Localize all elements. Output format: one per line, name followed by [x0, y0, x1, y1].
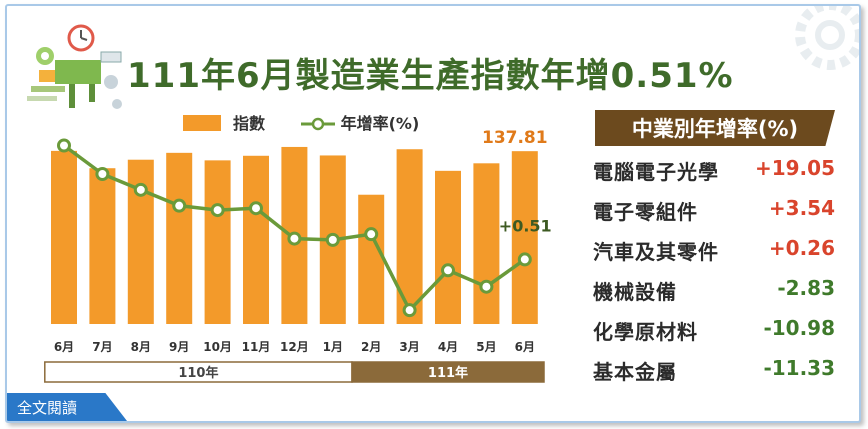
chart-legend: 指數 年增率(%): [183, 110, 419, 134]
year-group-box: [351, 361, 545, 383]
bar: [396, 149, 423, 324]
x-tick-label: 2月: [361, 340, 381, 354]
x-tick-label: 6月: [515, 340, 535, 354]
year-group-label: 111年: [428, 365, 468, 381]
growth-point: [517, 252, 532, 267]
last-bar-value-label: 137.81: [482, 128, 548, 148]
bar: [511, 151, 538, 324]
x-tick-label: 12月: [280, 340, 309, 354]
growth-point: [441, 263, 455, 278]
growth-point: [172, 198, 187, 213]
legend-bar-label: 指數: [233, 114, 266, 133]
bar: [89, 168, 116, 324]
x-tick-label: 9月: [169, 340, 189, 354]
growth-point: [210, 203, 225, 218]
bar: [166, 152, 193, 324]
x-tick-label: 11月: [242, 340, 271, 354]
x-tick-label: 6月: [54, 340, 74, 354]
growth-point: [325, 232, 340, 247]
infographic-card: 111年6月製造業生產指數年增0.51% 指數 年增率(%) 6月 7月 8月 9月 1…: [5, 4, 861, 423]
bar: [358, 194, 385, 324]
machinery-illustration: [27, 24, 122, 109]
bar: [51, 150, 77, 324]
growth-point: [57, 138, 71, 153]
bar: [435, 170, 461, 324]
industry-growth-value: +19.05: [754, 156, 835, 180]
legend-line-marker: [300, 117, 335, 131]
x-tick-label: 5月: [476, 340, 496, 354]
legend-line-label: 年增率(%): [340, 114, 420, 133]
industry-name: 汽車及其零件: [593, 240, 719, 264]
industry-growth-value: -2.83: [777, 276, 835, 300]
industry-name: 化學原材料: [593, 320, 698, 344]
x-tick-label: 3月: [399, 340, 419, 354]
industry-growth-value: -10.98: [763, 316, 835, 340]
x-tick-label: 10月: [203, 340, 232, 354]
growth-point: [249, 201, 263, 216]
industry-name: 電子零組件: [593, 200, 698, 224]
x-tick-label: 8月: [131, 340, 151, 354]
industry-name: 機械設備: [593, 280, 677, 304]
growth-point: [95, 167, 110, 181]
bar: [473, 163, 500, 324]
page-title: 111年6月製造業生產指數年增0.51%: [127, 56, 734, 96]
x-tick-label: 7月: [92, 340, 112, 354]
read-all-button[interactable]: 全文閱讀: [7, 393, 127, 421]
growth-point: [287, 231, 302, 246]
industry-growth-value: -11.33: [763, 356, 835, 380]
x-tick-label: 4月: [438, 340, 458, 354]
industry-growth-value: +3.54: [768, 196, 835, 220]
legend-bar-swatch: [183, 115, 221, 131]
industry-row: 化學原材料 -10.98: [593, 312, 835, 346]
growth-point: [364, 227, 379, 242]
growth-point: [133, 182, 148, 197]
growth-point: [479, 279, 494, 294]
industry-name: 電腦電子光學: [593, 160, 719, 184]
growth-point: [402, 303, 417, 318]
last-growth-value-label: +0.51: [499, 216, 552, 235]
combo-chart: 6月 7月 8月 9月 10月 11月 12月 1月 2月 3月 4月 5月 6月 110年 111年 137…: [44, 128, 552, 383]
industry-row: 汽車及其零件 +0.26: [593, 232, 835, 266]
industry-name: 基本金屬: [593, 360, 677, 384]
industry-growth-value: +0.26: [768, 236, 835, 260]
industry-row: 電子零組件 +3.54: [593, 192, 835, 226]
industry-row: 基本金屬 -11.33: [593, 352, 835, 386]
bar: [204, 160, 231, 324]
bar: [243, 155, 269, 324]
x-tick-label: 1月: [323, 340, 343, 354]
year-group-label: 110年: [178, 365, 218, 381]
industry-row: 機械設備 -2.83: [593, 272, 835, 306]
panel-title: 中業別年增率(%): [595, 110, 835, 146]
gear-icon: [795, 6, 859, 70]
industry-row: 電腦電子光學 +19.05: [593, 152, 835, 186]
